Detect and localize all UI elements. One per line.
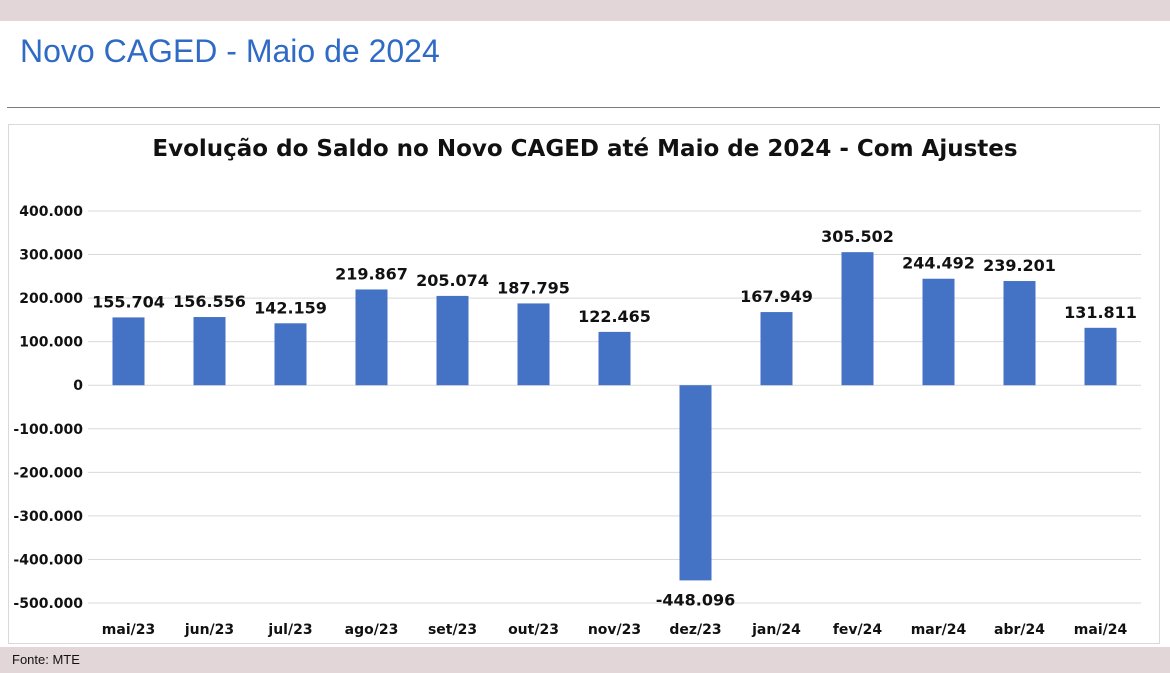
x-tick-label: out/23 <box>508 622 559 638</box>
bar-jul-23 <box>274 323 307 386</box>
bar-mai-24 <box>1084 327 1117 386</box>
bar-set-23 <box>436 295 469 386</box>
y-tick-label: 300.000 <box>19 248 83 264</box>
x-tick-label: fev/24 <box>833 622 883 638</box>
x-tick-label: mai/24 <box>1074 622 1128 638</box>
y-tick-label: -200.000 <box>13 465 83 481</box>
bar-nov-23 <box>598 331 631 386</box>
x-tick-label: jul/23 <box>267 622 312 638</box>
data-label: 167.949 <box>740 287 813 306</box>
title-divider <box>7 107 1160 108</box>
data-label: 155.704 <box>92 292 165 311</box>
bar-jan-24 <box>760 312 793 386</box>
source-note: Fonte: MTE <box>12 652 80 667</box>
data-label: 239.201 <box>983 256 1056 275</box>
chart-title: Evolução do Saldo no Novo CAGED até Maio… <box>152 136 1018 162</box>
y-tick-label: -300.000 <box>13 509 83 525</box>
x-tick-label: nov/23 <box>588 622 641 638</box>
page-title: Novo CAGED - Maio de 2024 <box>20 33 440 69</box>
data-label: 122.465 <box>578 307 651 326</box>
bar-ago-23 <box>355 289 388 386</box>
x-tick-label: abr/24 <box>994 622 1045 638</box>
bar-dez-23 <box>679 385 712 581</box>
data-label: 187.795 <box>497 278 570 297</box>
x-tick-label: mai/23 <box>102 622 155 638</box>
x-tick-label: mar/24 <box>911 622 967 638</box>
bar-jun-23 <box>193 317 226 386</box>
x-tick-label: dez/23 <box>669 622 721 638</box>
y-tick-label: 100.000 <box>19 335 83 351</box>
data-label: 244.492 <box>902 254 975 273</box>
y-tick-label: -400.000 <box>13 552 83 568</box>
x-tick-label: jan/24 <box>751 622 801 638</box>
data-label: 305.502 <box>821 227 894 246</box>
bar-abr-24 <box>1003 281 1036 386</box>
y-tick-label: -100.000 <box>13 422 83 438</box>
data-label: 205.074 <box>416 271 489 290</box>
bar-fev-24 <box>841 252 874 386</box>
data-label: -448.096 <box>656 590 736 609</box>
y-tick-label: 200.000 <box>19 291 83 307</box>
y-tick-label: 400.000 <box>19 204 83 220</box>
y-tick-label: 0 <box>73 378 83 394</box>
data-label: 156.556 <box>173 292 246 311</box>
x-tick-label: jun/23 <box>184 622 234 638</box>
y-tick-label: -500.000 <box>13 596 83 612</box>
data-label: 142.159 <box>254 298 327 317</box>
bar-mar-24 <box>922 278 955 386</box>
data-label: 131.811 <box>1064 303 1137 322</box>
x-tick-label: ago/23 <box>345 622 399 638</box>
bar-mai-23 <box>112 317 145 386</box>
x-tick-label: set/23 <box>428 622 477 638</box>
bar-out-23 <box>517 303 550 386</box>
data-label: 219.867 <box>335 264 408 283</box>
